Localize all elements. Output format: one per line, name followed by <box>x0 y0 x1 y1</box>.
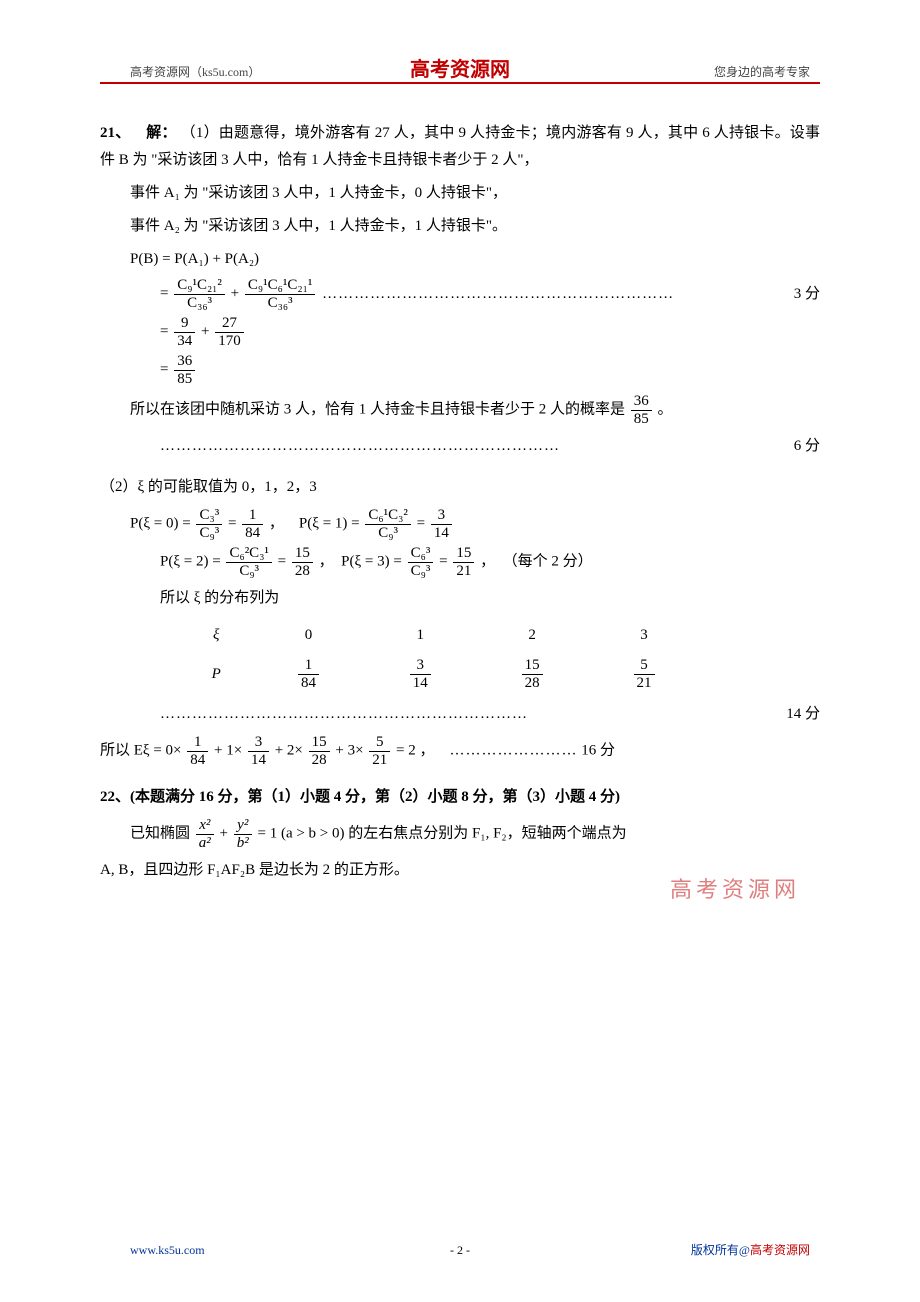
q21-expectation: 所以 Eξ = 0× 184 + 1× 314 + 2× 1528 + 3× 5… <box>100 734 820 768</box>
dots-4: …………………… <box>450 742 578 758</box>
header-left-text: 高考资源网（ks5u.com） <box>130 62 260 84</box>
q21-pxi-row2: P(ξ = 2) = C₆²C₃¹C₉³ = 1528 ， P(ξ = 3) =… <box>100 545 820 579</box>
q21-pb-header: P(B) = P(A₁) + P(A₂) <box>100 246 820 273</box>
score-2: 6 分 <box>794 433 820 460</box>
distribution-table: ξ 0 1 2 3 P 184 314 1528 521 <box>180 618 700 695</box>
q21-part1-intro: （1）由题意得，境外游客有 27 人，其中 9 人持金卡；境内游客有 9 人，其… <box>100 125 820 168</box>
footer-right: 版权所有@高考资源网 <box>691 1240 810 1262</box>
q21-formula2: = 934 + 27170 <box>100 315 820 349</box>
q21-dist-intro: 所以 ξ 的分布列为 <box>100 585 820 612</box>
q21-pxi-row1: P(ξ = 0) = C₃³C₉³ = 184 ， P(ξ = 1) = C₆¹… <box>100 507 820 541</box>
q21-number: 21、 <box>100 125 130 141</box>
footer-page-number: - 2 - <box>450 1240 470 1262</box>
header-right-text: 您身边的高考专家 <box>714 62 810 84</box>
score-3: 14 分 <box>786 701 820 728</box>
q21-score3-row: …………………………………………………………… 14 分 <box>100 701 820 728</box>
q22-header: 22、(本题满分 16 分，第（1）小题 4 分，第（2）小题 8 分，第（3）… <box>100 784 820 811</box>
q22-line1: 已知椭圆 x²a² + y²b² = 1 (a > b > 0) 的左右焦点分别… <box>100 817 820 851</box>
q21-event-a1: 事件 A₁ 为 "采访该团 3 人中，1 人持金卡，0 人持银卡"， <box>100 180 820 207</box>
watermark-text: 高考资源网 <box>670 870 800 910</box>
score-1: 3 分 <box>794 281 820 308</box>
q21-result: = 3685 <box>100 353 820 387</box>
header-rule <box>100 82 820 84</box>
q21-label: 解： <box>146 125 176 141</box>
q21-score2-row: ………………………………………………………………… 6 分 <box>100 433 820 460</box>
dots-3: …………………………………………………………… <box>160 701 786 728</box>
q21-formula1: = C₉¹C₂₁²C₃₆³ + C₉¹C₆¹C₂₁¹C₃₆³ ………………………… <box>100 277 820 311</box>
table-row: P 184 314 1528 521 <box>180 653 700 695</box>
main-content: 21、 解： （1）由题意得，境外游客有 27 人，其中 9 人持金卡；境内游客… <box>100 120 820 884</box>
footer-url: www.ks5u.com <box>130 1240 205 1262</box>
dots-1: ………………………………………………………… <box>317 281 793 308</box>
page: 高考资源网（ks5u.com） 高考资源网 您身边的高考专家 21、 解： （1… <box>0 0 920 1302</box>
q21-part2-intro: （2）ξ 的可能取值为 0，1，2，3 <box>100 474 820 501</box>
q21-event-a2: 事件 A₂ 为 "采访该团 3 人中，1 人持金卡，1 人持银卡"。 <box>100 213 820 240</box>
q21-conclusion: 所以在该团中随机采访 3 人，恰有 1 人持金卡且持银卡者少于 2 人的概率是 … <box>100 393 820 427</box>
dots-2: ………………………………………………………………… <box>160 433 794 460</box>
q21-header: 21、 解： （1）由题意得，境外游客有 27 人，其中 9 人持金卡；境内游客… <box>100 120 820 174</box>
table-row: ξ 0 1 2 3 <box>180 618 700 653</box>
score-4: 16 分 <box>581 742 615 758</box>
